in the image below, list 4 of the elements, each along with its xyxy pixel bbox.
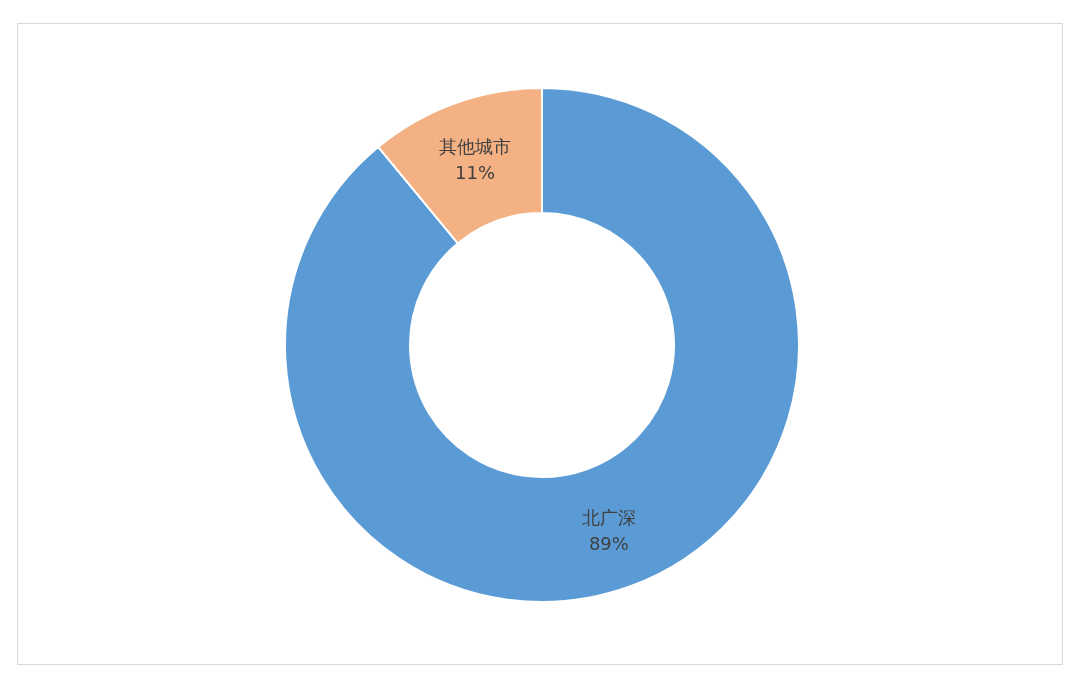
data-label: 89%: [588, 533, 629, 555]
data-label: 11%: [455, 161, 496, 183]
slice-label: 其他城市: [439, 135, 512, 157]
slice-label: 北广深: [581, 507, 636, 529]
